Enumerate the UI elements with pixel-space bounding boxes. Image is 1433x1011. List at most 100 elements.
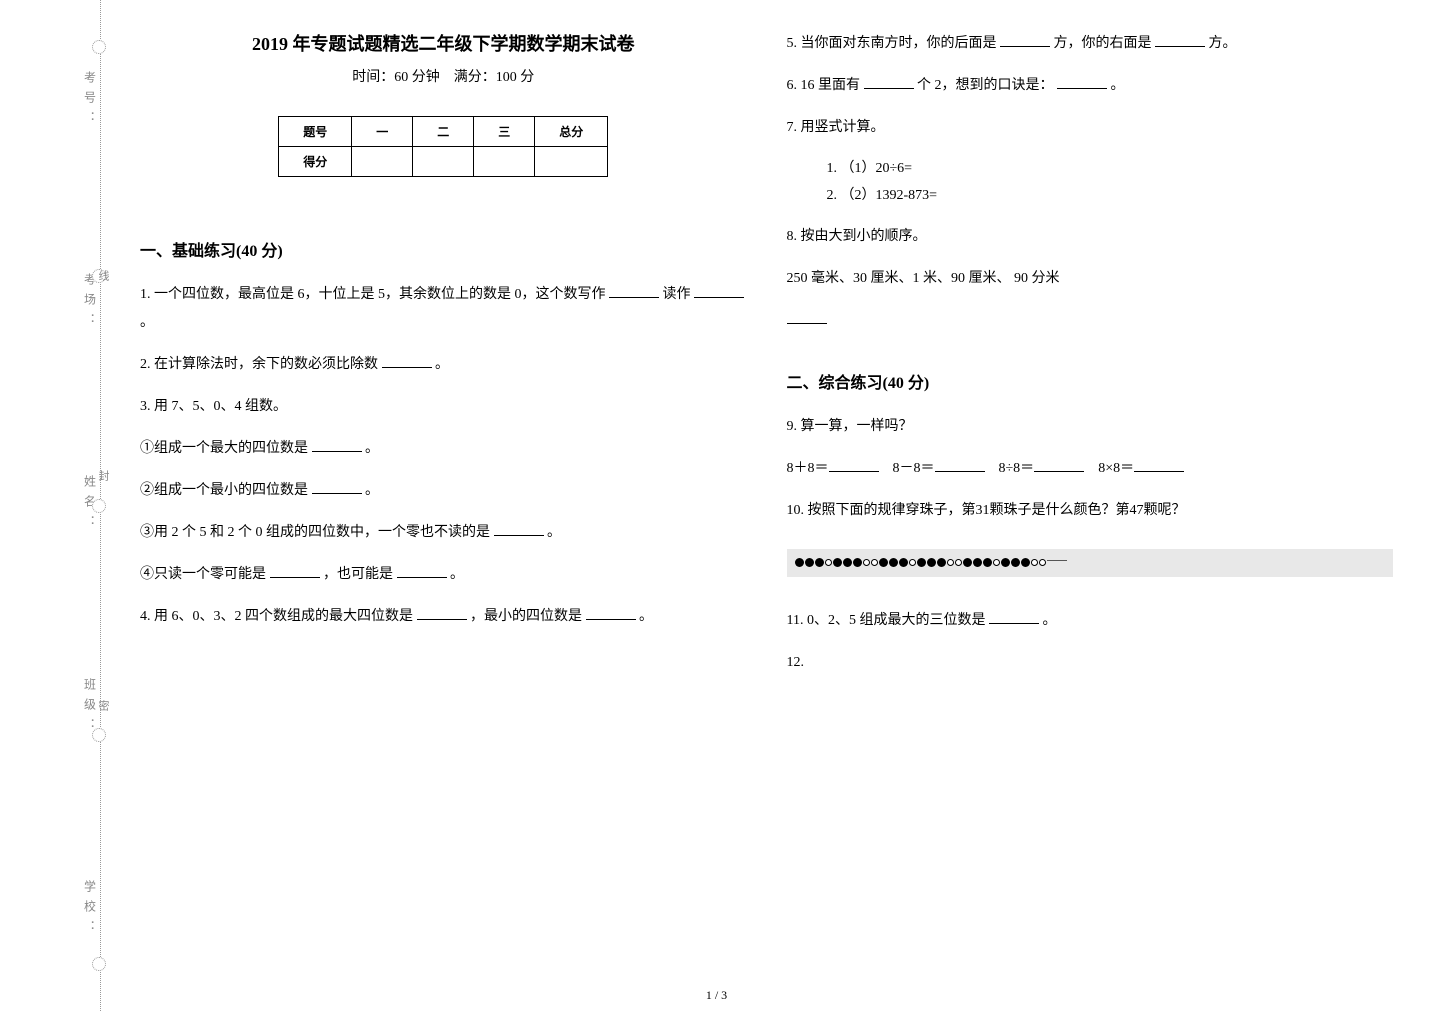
question-3-4: ④只读一个零可能是 ，也可能是 。 [140, 561, 747, 589]
question-3-2: ②组成一个最小的四位数是 。 [140, 477, 747, 505]
q3i1-pre: ①组成一个最大的四位数是 [140, 441, 308, 456]
exam-title: 2019 年专题试题精选二年级下学期数学期末试卷 [140, 30, 747, 56]
q3i4-mid: ，也可能是 [323, 567, 393, 582]
fill-blank[interactable] [864, 75, 914, 89]
fill-blank[interactable] [1057, 75, 1107, 89]
fill-blank[interactable] [494, 522, 544, 536]
question-1: 1. 一个四位数，最高位是 6，十位上是 5，其余数位上的数是 0，这个数写作 … [140, 281, 747, 337]
bead-white-icon [863, 559, 870, 566]
binding-circles [92, 40, 108, 971]
seam-label-feng: 封 [95, 470, 111, 481]
score-table: 题号 一 二 三 总分 得分 [278, 116, 608, 177]
bead-black-icon [899, 558, 908, 567]
row-label: 得分 [279, 147, 352, 177]
bead-white-icon [871, 559, 878, 566]
fill-blank[interactable] [417, 606, 467, 620]
bead-black-icon [1011, 558, 1020, 567]
right-column: 5. 当你面对东南方时，你的后面是 方，你的右面是 方。 6. 16 里面有 个… [787, 30, 1394, 981]
bead-white-icon [909, 559, 916, 566]
fill-blank[interactable] [270, 564, 320, 578]
question-7-intro: 7. 用竖式计算。 [787, 114, 1394, 142]
bead-pattern [787, 549, 1394, 577]
bead-black-icon [795, 558, 804, 567]
question-12: 12. [787, 649, 1394, 677]
q2-pre: 2. 在计算除法时，余下的数必须比除数 [140, 357, 378, 372]
fill-blank[interactable] [1000, 33, 1050, 47]
bead-black-icon [973, 558, 982, 567]
bead-black-icon [805, 558, 814, 567]
q3i4-pre: ④只读一个零可能是 [140, 567, 266, 582]
left-column: 2019 年专题试题精选二年级下学期数学期末试卷 时间：60 分钟 满分：100… [140, 30, 747, 981]
q4-mid: ，最小的四位数是 [470, 609, 582, 624]
q7-b: （2）1392-873= [827, 183, 1394, 210]
question-8-intro: 8. 按由大到小的顺序。 [787, 223, 1394, 251]
circle-icon [92, 40, 106, 54]
section1-header: 一、基础练习(40 分) [140, 237, 747, 261]
q3i3-pre: ③用 2 个 5 和 2 个 0 组成的四位数中，一个零也不读的是 [140, 525, 490, 540]
cell-blank [352, 147, 413, 177]
bead-black-icon [1001, 558, 1010, 567]
th-3: 三 [474, 117, 535, 147]
q6-pre: 6. 16 里面有 [787, 78, 861, 93]
question-11: 11. 0、2、5 组成最大的三位数是 。 [787, 607, 1394, 635]
fill-blank[interactable] [989, 610, 1039, 624]
fill-blank[interactable] [694, 284, 744, 298]
cell-blank [535, 147, 608, 177]
bead-black-icon [917, 558, 926, 567]
bead-black-icon [843, 558, 852, 567]
page-number: 1 / 3 [706, 988, 727, 1003]
fill-blank[interactable] [1155, 33, 1205, 47]
q9-b: 8－8＝ [893, 461, 935, 476]
q5-end: 方。 [1209, 36, 1237, 51]
bead-black-icon [889, 558, 898, 567]
fill-blank[interactable] [787, 310, 827, 324]
page-content: 2019 年专题试题精选二年级下学期数学期末试卷 时间：60 分钟 满分：100… [140, 30, 1393, 981]
question-7-list: （1）20÷6= （2）1392-873= [827, 156, 1394, 209]
bead-white-icon [955, 559, 962, 566]
question-4: 4. 用 6、0、3、2 四个数组成的最大四位数是 ，最小的四位数是 。 [140, 603, 747, 631]
question-8-blank [787, 307, 1394, 335]
fill-blank[interactable] [1134, 458, 1184, 472]
question-6: 6. 16 里面有 个 2，想到的口诀是： 。 [787, 72, 1394, 100]
th-total: 总分 [535, 117, 608, 147]
bead-black-icon [879, 558, 888, 567]
circle-icon [92, 499, 106, 513]
q11-pre: 11. 0、2、5 组成最大的三位数是 [787, 613, 986, 628]
bead-black-icon [963, 558, 972, 567]
fill-blank[interactable] [829, 458, 879, 472]
q3i1-end: 。 [365, 441, 379, 456]
q9-a: 8＋8＝ [787, 461, 829, 476]
bead-black-icon [927, 558, 936, 567]
q4-end: 。 [639, 609, 653, 624]
fill-blank[interactable] [586, 606, 636, 620]
question-10-text: 10. 按照下面的规律穿珠子，第31颗珠子是什么颜色？第47颗呢？ [787, 497, 1394, 525]
q7-a: （1）20÷6= [827, 156, 1394, 183]
table-row: 题号 一 二 三 总分 [279, 117, 608, 147]
fill-blank[interactable] [397, 564, 447, 578]
question-3-1: ①组成一个最大的四位数是 。 [140, 435, 747, 463]
bead-black-icon [983, 558, 992, 567]
fill-blank[interactable] [312, 480, 362, 494]
question-3-intro: 3. 用 7、5、0、4 组数。 [140, 393, 747, 421]
fill-blank[interactable] [382, 354, 432, 368]
bead-white-icon [947, 559, 954, 566]
bead-white-icon [1031, 559, 1038, 566]
question-8-text: 250 毫米、30 厘米、1 米、90 厘米、 90 分米 [787, 265, 1394, 293]
th-2: 二 [413, 117, 474, 147]
q1-end: 。 [140, 315, 154, 330]
q3i2-end: 。 [365, 483, 379, 498]
question-5: 5. 当你面对东南方时，你的后面是 方，你的右面是 方。 [787, 30, 1394, 58]
seam-label-xian: 线 [95, 270, 111, 281]
table-row: 得分 [279, 147, 608, 177]
fill-blank[interactable] [935, 458, 985, 472]
q1-pre: 1. 一个四位数，最高位是 6，十位上是 5，其余数位上的数是 0，这个数写作 [140, 287, 606, 302]
bead-black-icon [937, 558, 946, 567]
q3i3-end: 。 [547, 525, 561, 540]
fill-blank[interactable] [312, 438, 362, 452]
q3i4-end: 。 [450, 567, 464, 582]
question-9-intro: 9. 算一算，一样吗？ [787, 413, 1394, 441]
question-3-3: ③用 2 个 5 和 2 个 0 组成的四位数中，一个零也不读的是 。 [140, 519, 747, 547]
fill-blank[interactable] [1034, 458, 1084, 472]
q9-d: 8×8＝ [1098, 461, 1134, 476]
fill-blank[interactable] [609, 284, 659, 298]
